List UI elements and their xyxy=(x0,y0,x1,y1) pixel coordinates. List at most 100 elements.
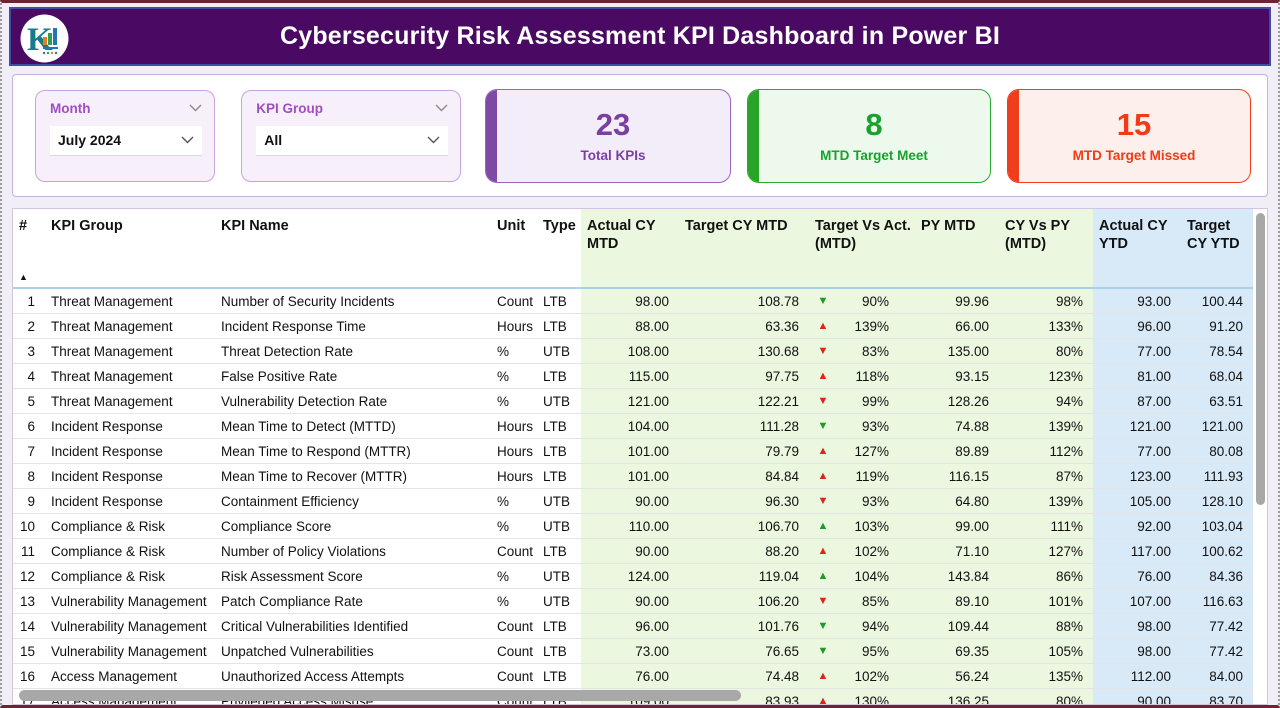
trend-arrow-icon: ▲ xyxy=(817,520,829,532)
cell-index: 1 xyxy=(27,293,35,309)
col-header-py-mtd[interactable]: PY MTD xyxy=(915,209,999,287)
cell-target-cy-mtd: 122.21 xyxy=(679,389,809,413)
cell-actual-cy-ytd: 98.00 xyxy=(1093,614,1181,638)
table-row[interactable]: 4 Threat Management False Positive Rate … xyxy=(13,364,1253,389)
table-row[interactable]: 7 Incident Response Mean Time to Respond… xyxy=(13,439,1253,464)
table-row[interactable]: 5 Threat Management Vulnerability Detect… xyxy=(13,389,1253,414)
mtd-target-missed-value: 15 xyxy=(1116,106,1152,142)
table-row[interactable]: 15 Vulnerability Management Unpatched Vu… xyxy=(13,639,1253,664)
cell-type: UTB xyxy=(543,518,570,534)
cell-target-vs-act: ▲ 104% xyxy=(809,564,915,588)
page-title: Cybersecurity Risk Assessment KPI Dashbo… xyxy=(279,22,1001,50)
table-row[interactable]: 8 Incident Response Mean Time to Recover… xyxy=(13,464,1253,489)
filters-and-cards-panel: Month July 2024 KPI Group All 23 Total K… xyxy=(12,74,1268,197)
cell-actual-cy-ytd: 81.00 xyxy=(1093,364,1181,388)
kpi-table: # ▲ KPI Group KPI Name Unit Type Actual … xyxy=(12,208,1268,705)
table-row[interactable]: 10 Compliance & Risk Compliance Score % … xyxy=(13,514,1253,539)
cell-py-mtd: 99.96 xyxy=(915,289,999,313)
cell-actual-cy-mtd: 101.00 xyxy=(581,439,679,463)
col-header-actual-cy-ytd[interactable]: Actual CY YTD xyxy=(1093,209,1181,287)
table-row[interactable]: 12 Compliance & Risk Risk Assessment Sco… xyxy=(13,564,1253,589)
col-header-target-cy-mtd[interactable]: Target CY MTD xyxy=(679,209,809,287)
cell-kpi-group: Vulnerability Management xyxy=(51,643,207,659)
cell-unit: % xyxy=(497,343,510,359)
kpi-group-slicer-dropdown[interactable]: All xyxy=(256,125,448,156)
cell-target-cy-mtd: 84.84 xyxy=(679,464,809,488)
cell-type: UTB xyxy=(543,393,570,409)
cell-target-vs-act: ▲ 102% xyxy=(809,664,915,688)
table-row[interactable]: 6 Incident Response Mean Time to Detect … xyxy=(13,414,1253,439)
cell-unit: % xyxy=(497,593,510,609)
cell-py-mtd: 89.10 xyxy=(915,589,999,613)
kpi-group-slicer-header[interactable]: KPI Group xyxy=(256,101,448,116)
cell-actual-cy-ytd: 77.00 xyxy=(1093,339,1181,363)
cell-cy-vs-py: 105% xyxy=(999,639,1093,663)
kpi-group-slicer-value: All xyxy=(264,132,283,148)
month-slicer-header[interactable]: Month xyxy=(50,101,202,116)
cell-unit: Hours xyxy=(497,443,534,459)
cell-index: 16 xyxy=(19,668,35,684)
cell-target-vs-act-value: 83% xyxy=(861,343,889,359)
cell-actual-cy-mtd: 73.00 xyxy=(581,639,679,663)
trend-arrow-icon: ▲ xyxy=(817,670,829,682)
table-header-row: # ▲ KPI Group KPI Name Unit Type Actual … xyxy=(13,209,1253,289)
table-row[interactable]: 1 Threat Management Number of Security I… xyxy=(13,289,1253,314)
table-row[interactable]: 9 Incident Response Containment Efficien… xyxy=(13,489,1253,514)
cell-kpi-group: Compliance & Risk xyxy=(51,543,166,559)
table-row[interactable]: 13 Vulnerability Management Patch Compli… xyxy=(13,589,1253,614)
cell-target-vs-act: ▼ 83% xyxy=(809,339,915,363)
col-header-type[interactable]: Type xyxy=(543,218,576,234)
cell-py-mtd: 93.15 xyxy=(915,364,999,388)
kpi-group-slicer: KPI Group All xyxy=(241,89,461,182)
table-row[interactable]: 16 Access Management Unauthorized Access… xyxy=(13,664,1253,689)
col-header-kpi-name[interactable]: KPI Name xyxy=(221,218,289,234)
company-logo-icon: K xyxy=(19,13,70,69)
col-header-actual-cy-mtd[interactable]: Actual CY MTD xyxy=(581,209,679,287)
cell-kpi-group: Access Management xyxy=(51,668,178,684)
cell-target-vs-act-value: 102% xyxy=(854,543,889,559)
cell-actual-cy-mtd: 90.00 xyxy=(581,539,679,563)
cell-actual-cy-ytd: 96.00 xyxy=(1093,314,1181,338)
cell-type: UTB xyxy=(543,593,570,609)
cell-target-vs-act: ▲ 127% xyxy=(809,439,915,463)
trend-arrow-icon: ▼ xyxy=(817,420,829,432)
cell-type: UTB xyxy=(543,343,570,359)
cell-type: LTB xyxy=(543,293,567,309)
trend-arrow-icon: ▲ xyxy=(817,545,829,557)
trend-arrow-icon: ▼ xyxy=(817,345,829,357)
trend-arrow-icon: ▼ xyxy=(817,495,829,507)
table-row[interactable]: 2 Threat Management Incident Response Ti… xyxy=(13,314,1253,339)
cell-unit: % xyxy=(497,368,510,384)
cell-target-vs-act-value: 118% xyxy=(855,368,889,384)
cell-kpi-name: Critical Vulnerabilities Identified xyxy=(221,618,409,634)
col-header-target-vs-act-mtd[interactable]: Target Vs Act. (MTD) xyxy=(809,209,915,287)
horizontal-scrollbar[interactable] xyxy=(19,690,741,701)
col-header-cy-vs-py-mtd[interactable]: CY Vs PY (MTD) xyxy=(999,209,1093,287)
table-row[interactable]: 3 Threat Management Threat Detection Rat… xyxy=(13,339,1253,364)
cell-unit: Hours xyxy=(497,468,534,484)
col-header-unit[interactable]: Unit xyxy=(497,218,526,234)
cell-actual-cy-mtd: 108.00 xyxy=(581,339,679,363)
cell-target-cy-ytd: 84.36 xyxy=(1181,564,1253,588)
month-slicer-dropdown[interactable]: July 2024 xyxy=(50,125,203,156)
cell-target-vs-act: ▼ 85% xyxy=(809,589,915,613)
card-accent-bar xyxy=(1008,89,1019,182)
cell-cy-vs-py: 86% xyxy=(999,564,1093,588)
col-header-index[interactable]: # ▲ xyxy=(13,209,45,287)
table-row[interactable]: 14 Vulnerability Management Critical Vul… xyxy=(13,614,1253,639)
vertical-scrollbar[interactable] xyxy=(1256,213,1265,505)
col-header-target-cy-ytd[interactable]: Target CY YTD xyxy=(1181,209,1253,287)
col-header-kpi-group[interactable]: KPI Group xyxy=(51,218,123,234)
cell-py-mtd: 89.89 xyxy=(915,439,999,463)
cell-target-vs-act-value: 127% xyxy=(854,443,889,459)
cell-py-mtd: 56.24 xyxy=(915,664,999,688)
table-row[interactable]: 11 Compliance & Risk Number of Policy Vi… xyxy=(13,539,1253,564)
cell-cy-vs-py: 87% xyxy=(999,464,1093,488)
cell-target-cy-ytd: 100.44 xyxy=(1181,289,1253,313)
cell-actual-cy-ytd: 92.00 xyxy=(1093,514,1181,538)
kpi-group-slicer-label: KPI Group xyxy=(256,100,324,116)
cell-index: 7 xyxy=(27,443,35,459)
cell-index: 13 xyxy=(19,593,35,609)
cell-unit: Count xyxy=(497,643,534,659)
cell-type: LTB xyxy=(543,368,567,384)
